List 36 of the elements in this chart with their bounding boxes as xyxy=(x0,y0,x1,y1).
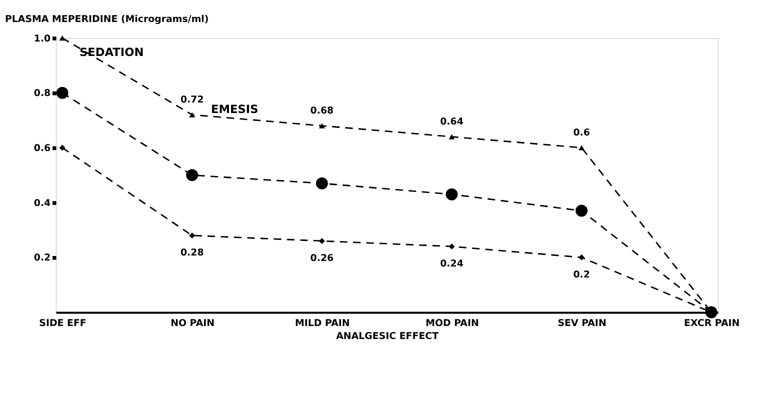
y-axis-title: PLASMA MEPERIDINE (Micrograms/ml) xyxy=(5,14,209,25)
x-tick-label: MOD PAIN xyxy=(426,318,479,329)
y-tick-label: 0.4 xyxy=(34,198,52,209)
point xyxy=(318,123,325,128)
y-tick-label: 1.0 xyxy=(34,33,52,44)
point xyxy=(189,112,196,118)
point xyxy=(59,35,66,41)
point xyxy=(56,86,68,99)
annotation: EMESIS xyxy=(211,102,258,116)
data-label: 0.72 xyxy=(180,94,204,106)
x-axis-title: ANALGESIC EFFECT xyxy=(336,331,440,342)
annotation: SEDATION xyxy=(79,44,144,59)
x-tick-label: NO PAIN xyxy=(170,318,215,329)
x-tick-label: MILD PAIN xyxy=(294,318,350,329)
data-label: 0.26 xyxy=(310,252,334,264)
data-label: 0.64 xyxy=(440,116,464,128)
y-tick-label: 0.8 xyxy=(34,88,51,100)
x-tick-label: SIDE EFF xyxy=(39,318,86,329)
point xyxy=(448,243,455,250)
x-tick-label: EXCR PAIN xyxy=(684,318,740,329)
data-label: 0.2 xyxy=(573,269,590,280)
point xyxy=(448,134,455,140)
data-label: 0.24 xyxy=(440,258,464,270)
data-label: 0.68 xyxy=(310,105,334,116)
point xyxy=(316,177,328,190)
point xyxy=(186,169,198,182)
y-tick-label: 0.6 xyxy=(34,143,52,154)
point xyxy=(578,145,585,150)
data-label: 0.6 xyxy=(573,127,590,138)
point xyxy=(59,144,66,151)
x-tick-label: SEV PAIN xyxy=(558,318,606,329)
y-tick-label: 0.2 xyxy=(34,252,51,264)
point xyxy=(578,254,585,260)
point xyxy=(576,204,588,217)
point xyxy=(446,188,458,200)
data-label: 0.28 xyxy=(180,247,204,258)
